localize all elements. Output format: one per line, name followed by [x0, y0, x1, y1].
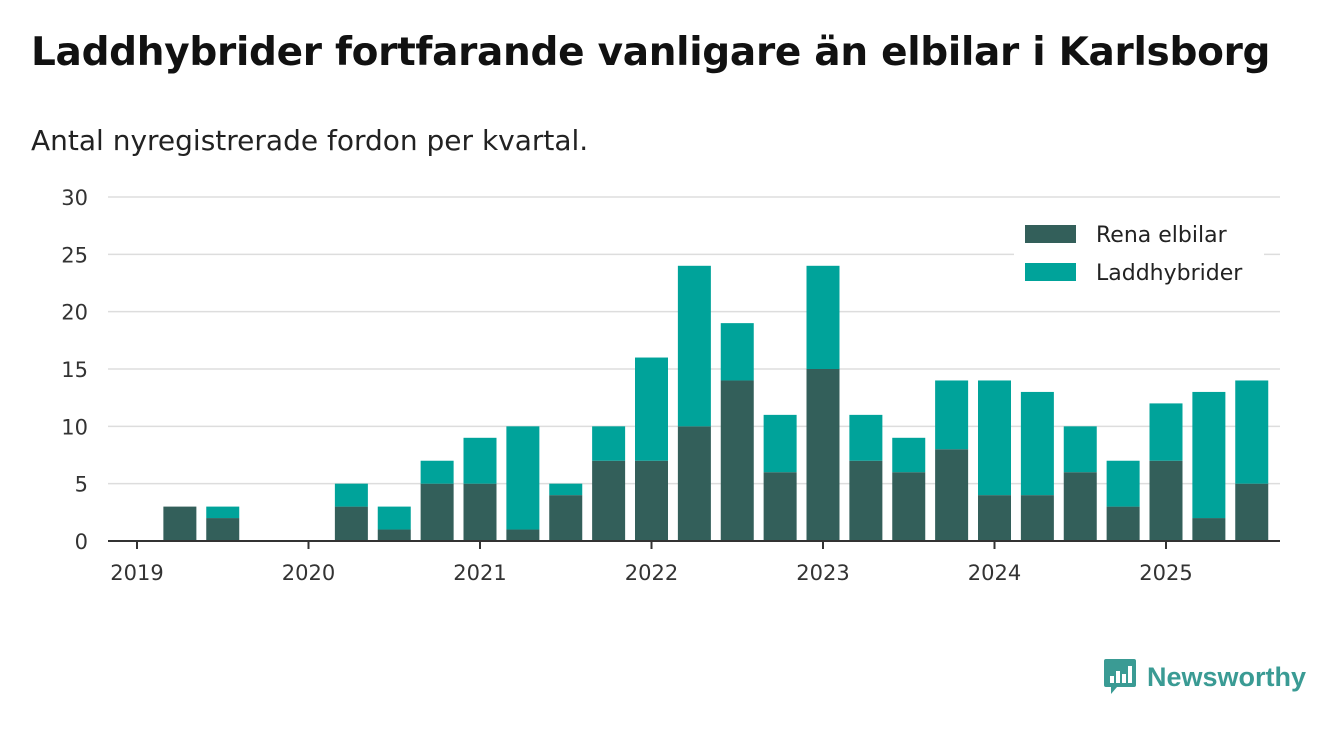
bar-segment-rena-elbilar	[163, 506, 197, 541]
bar-segment-laddhybrider	[1149, 403, 1183, 461]
bar-segment-rena-elbilar	[1020, 495, 1054, 541]
y-tick-label: 15	[61, 358, 88, 382]
bar-segment-laddhybrider	[1020, 391, 1054, 496]
bar-segment-rena-elbilar	[1106, 506, 1140, 541]
bar-segment-laddhybrider	[635, 357, 668, 461]
bar-segment-rena-elbilar	[334, 506, 368, 541]
x-tick-label: 2019	[110, 561, 163, 585]
y-tick-label: 10	[61, 415, 88, 439]
bar-segment-laddhybrider	[1235, 380, 1269, 484]
x-tick-label: 2020	[282, 561, 335, 585]
x-tick-label: 2023	[796, 561, 849, 585]
bar-segment-laddhybrider	[892, 437, 926, 473]
y-tick-label: 25	[61, 243, 88, 267]
legend-label: Rena elbilar	[1096, 223, 1228, 248]
bar-segment-laddhybrider	[506, 426, 540, 530]
legend-label: Laddhybrider	[1096, 261, 1243, 286]
bar-segment-rena-elbilar	[1063, 472, 1097, 541]
bar-segment-laddhybrider	[935, 380, 969, 450]
bar-segment-rena-elbilar	[635, 460, 668, 541]
chart-title: Laddhybrider fortfarande vanligare än el…	[31, 30, 1271, 75]
bar-segment-laddhybrider	[549, 483, 583, 496]
newsworthy-logo-icon	[1103, 659, 1136, 694]
bar-segment-rena-elbilar	[978, 495, 1011, 541]
bar-segment-laddhybrider	[677, 265, 711, 427]
legend-swatch	[1025, 225, 1076, 243]
x-tick-label: 2021	[453, 561, 506, 585]
bar-segment-rena-elbilar	[549, 495, 583, 541]
bar-segment-laddhybrider	[1106, 460, 1140, 507]
bar-segment-rena-elbilar	[806, 369, 840, 541]
bar-segment-laddhybrider	[592, 426, 626, 461]
chart-subtitle: Antal nyregistrerade fordon per kvartal.	[31, 124, 589, 157]
brand-name: Newsworthy	[1146, 661, 1306, 692]
bar-segment-laddhybrider	[420, 460, 454, 484]
y-tick-label: 5	[75, 473, 88, 497]
bar-segment-rena-elbilar	[377, 529, 411, 541]
bar-segment-laddhybrider	[720, 323, 754, 381]
bar-segment-rena-elbilar	[206, 518, 240, 541]
bar-segment-laddhybrider	[849, 414, 883, 461]
bar-segment-laddhybrider	[1192, 391, 1226, 519]
bar-segment-laddhybrider	[206, 506, 240, 519]
bar-segment-laddhybrider	[806, 265, 840, 369]
y-tick-label: 0	[75, 530, 88, 554]
bar-segment-rena-elbilar	[463, 483, 497, 541]
bar-segment-laddhybrider	[334, 483, 368, 507]
bar-segment-laddhybrider	[763, 414, 797, 473]
brand: Newsworthy	[1103, 657, 1306, 697]
x-tick-label: 2022	[625, 561, 678, 585]
bar-segment-laddhybrider	[1063, 426, 1097, 473]
x-tick-label: 2024	[968, 561, 1021, 585]
y-tick-label: 30	[61, 186, 88, 210]
x-tick-label: 2025	[1139, 561, 1192, 585]
bar-segment-rena-elbilar	[720, 380, 754, 541]
bar-segment-laddhybrider	[978, 380, 1011, 496]
bar-segment-rena-elbilar	[506, 529, 540, 541]
bar-segment-rena-elbilar	[892, 472, 926, 541]
bar-segment-rena-elbilar	[677, 426, 711, 541]
bar-segment-rena-elbilar	[1192, 518, 1226, 541]
bar-segment-rena-elbilar	[1149, 460, 1183, 541]
bar-segment-rena-elbilar	[935, 449, 969, 541]
y-tick-label: 20	[61, 301, 88, 325]
bar-segment-rena-elbilar	[592, 460, 626, 541]
legend-swatch	[1025, 263, 1076, 281]
bar-segment-rena-elbilar	[849, 460, 883, 541]
bar-segment-laddhybrider	[463, 437, 497, 484]
bar-segment-rena-elbilar	[420, 483, 454, 541]
bar-segment-laddhybrider	[377, 506, 411, 530]
bar-segment-rena-elbilar	[763, 472, 797, 541]
bar-segment-rena-elbilar	[1235, 483, 1269, 541]
